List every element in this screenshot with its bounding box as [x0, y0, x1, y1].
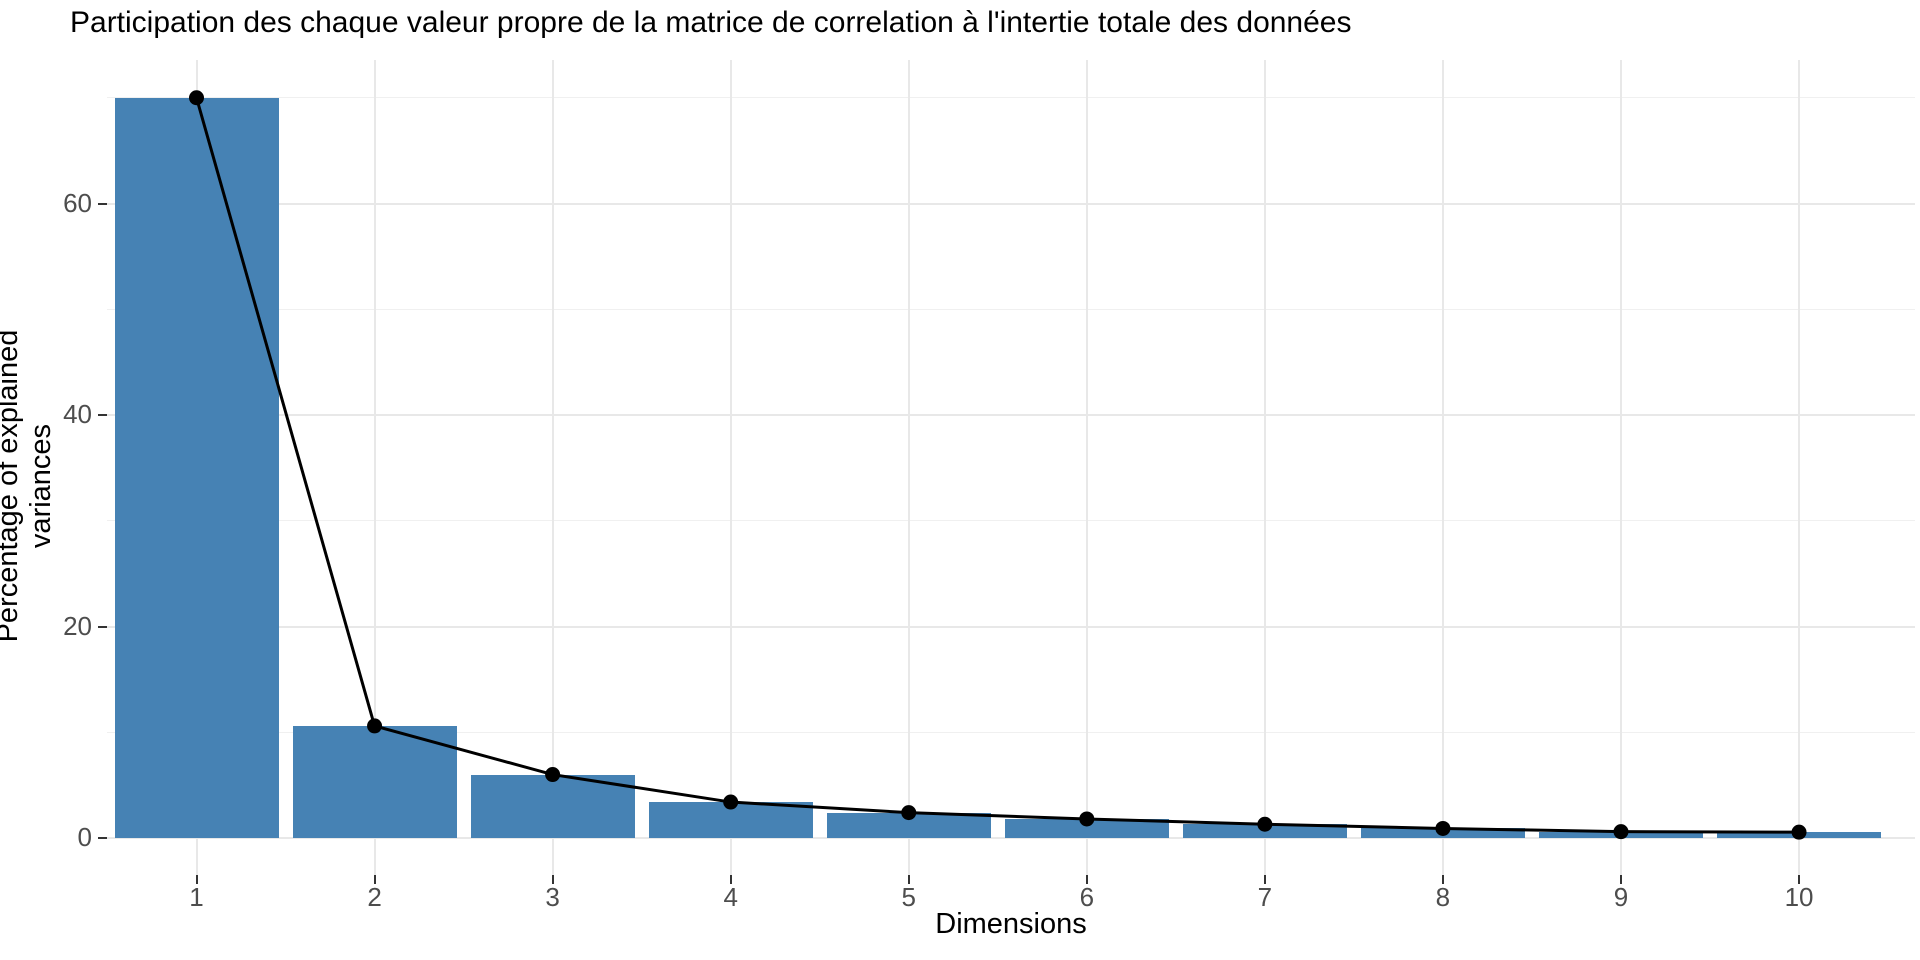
bar-dim-1: [114, 97, 279, 838]
vertical-gridline: [1263, 60, 1266, 875]
x-tick-label: 10: [1784, 882, 1814, 912]
vertical-gridline: [1085, 60, 1088, 875]
vertical-gridline: [1619, 60, 1622, 875]
vertical-gridline: [729, 60, 732, 875]
x-tick-label: 5: [901, 882, 916, 912]
x-axis-tick: [195, 875, 198, 884]
major-gridline: [107, 837, 1915, 839]
y-axis-tick: [98, 625, 107, 628]
scree-line: [195, 97, 1800, 834]
minor-gridline: [107, 520, 1915, 522]
x-axis-tick: [373, 875, 376, 884]
bar-dim-8: [1360, 828, 1525, 838]
vertical-gridline: [1798, 60, 1801, 875]
major-gridline: [107, 625, 1915, 628]
chart-title: Participation des chaque valeur propre d…: [70, 6, 1352, 39]
x-tick-label: 3: [545, 882, 560, 912]
x-axis-tick: [729, 875, 732, 884]
bar-dim-9: [1538, 831, 1703, 838]
y-tick-label: 60: [63, 187, 92, 218]
x-axis-tick: [907, 875, 910, 884]
vertical-gridline: [551, 60, 554, 875]
y-axis-tick: [98, 837, 107, 839]
bar-dim-6: [1004, 818, 1169, 838]
x-axis-tick: [1263, 875, 1266, 884]
x-axis-tick: [551, 875, 554, 884]
x-tick-label: 1: [189, 882, 204, 912]
x-axis-tick: [1798, 875, 1801, 884]
y-axis-tick: [98, 414, 107, 416]
x-tick-label: 2: [367, 882, 382, 912]
vertical-gridline: [1441, 60, 1444, 875]
y-tick-label: 20: [63, 610, 92, 641]
x-axis-tick: [1619, 875, 1622, 884]
x-axis-title: Dimensions: [935, 908, 1087, 940]
y-tick-label: 0: [77, 822, 92, 852]
bar-dim-5: [826, 812, 991, 838]
y-tick-label: 40: [63, 399, 92, 429]
x-axis-tick: [1441, 875, 1444, 884]
bar-dim-2: [292, 725, 457, 838]
y-axis-tick: [98, 202, 107, 205]
x-tick-label: 4: [723, 882, 738, 912]
major-gridline: [107, 202, 1915, 205]
major-gridline: [107, 414, 1915, 416]
bar-dim-7: [1182, 824, 1347, 838]
x-axis-tick: [1085, 875, 1088, 884]
x-tick-label: 8: [1435, 882, 1451, 912]
minor-gridline: [107, 308, 1915, 310]
bar-dim-4: [648, 802, 813, 838]
x-tick-label: 7: [1257, 882, 1273, 912]
bar-dim-10: [1717, 832, 1882, 838]
x-tick-label: 6: [1079, 882, 1095, 912]
x-tick-label: 9: [1613, 882, 1629, 912]
bar-dim-3: [470, 774, 635, 838]
vertical-gridline: [907, 60, 910, 875]
minor-gridline: [107, 97, 1915, 99]
